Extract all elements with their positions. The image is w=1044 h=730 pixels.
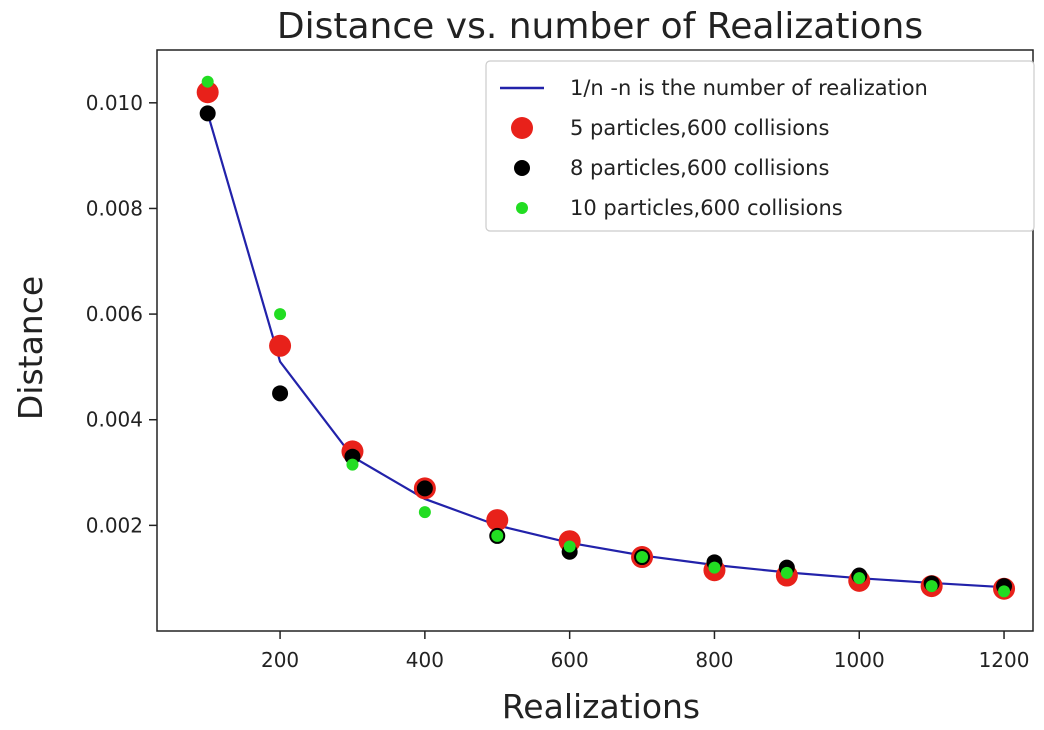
plot-area: 200 400 600 800 1000 1200 0.0020.0040.0060.00… (86, 49, 1034, 672)
x-tick-label: 1200 (979, 648, 1030, 672)
legend-marker-swatch (516, 202, 528, 214)
series-3-point (563, 540, 576, 553)
series-3-point (418, 506, 431, 519)
legend-label: 5 particles,600 collisions (570, 116, 829, 140)
chart-title: Distance vs. number of Realizations (277, 6, 923, 47)
legend-marker-swatch (511, 117, 533, 139)
x-axis-ticks: 200 400 600 800 1000 1200 (261, 631, 1030, 672)
series-3-point (346, 458, 359, 471)
series-1-point (486, 509, 509, 532)
legend-label: 10 particles,600 collisions (570, 196, 843, 220)
y-axis-ticks: 0.002 0.004 0.006 0.008 0.010 (86, 91, 157, 537)
data-marks (196, 75, 1016, 600)
legend-marker-swatch (514, 160, 530, 176)
legend-label: 8 particles,600 collisions (570, 156, 829, 180)
series-1-point (269, 334, 292, 357)
series-3-point (274, 308, 287, 321)
y-tick-label: 0.010 (86, 91, 143, 115)
y-tick-label: 0.008 (86, 196, 143, 220)
x-tick-label: 400 (406, 648, 444, 672)
legend: 1/n -n is the number of realization 5 par… (485, 60, 1035, 232)
series-3-point (853, 572, 866, 585)
series-3-point (780, 566, 793, 579)
x-tick-label: 800 (695, 648, 733, 672)
series-2-point (416, 480, 433, 497)
x-tick-label: 1000 (834, 648, 885, 672)
series-3-point (491, 529, 504, 542)
series-line-0 (206, 113, 1005, 589)
legend-box (485, 60, 1035, 232)
series-3-point (636, 551, 649, 564)
y-axis-label: Distance (11, 276, 50, 420)
series-3-point (998, 585, 1011, 598)
legend-label: 1/n -n is the number of realization (570, 76, 928, 100)
series-2-point (199, 105, 216, 122)
axes-frame (156, 49, 1034, 632)
y-tick-label: 0.002 (86, 513, 143, 537)
x-tick-label: 200 (261, 648, 299, 672)
series-3-point (201, 75, 214, 88)
x-tick-label: 600 (551, 648, 589, 672)
y-tick-label: 0.004 (86, 408, 143, 432)
x-axis-label: Realizations (502, 687, 700, 726)
y-tick-label: 0.006 (86, 302, 143, 326)
series-1-point (196, 81, 219, 104)
series-2-point (272, 385, 289, 402)
series-3-point (925, 580, 938, 593)
series-3-point (708, 561, 721, 574)
